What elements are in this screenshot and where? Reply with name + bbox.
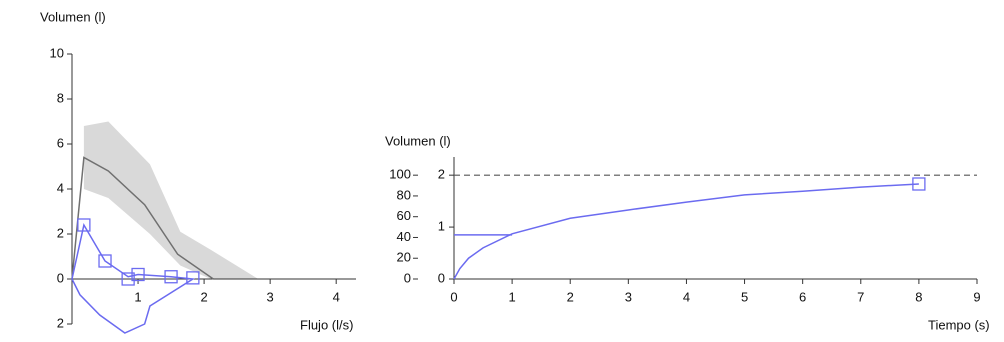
x-tick-label: 1 bbox=[508, 289, 515, 304]
x-tick-label: 7 bbox=[857, 289, 864, 304]
x-axis-label: Tiempo (s) bbox=[928, 317, 990, 332]
y-tick-label: 1 bbox=[438, 219, 445, 234]
y-tick-label: 0 bbox=[57, 270, 64, 285]
data-marker bbox=[186, 271, 200, 285]
data-marker bbox=[164, 270, 178, 284]
x-tick-label: 4 bbox=[683, 289, 690, 304]
y2-tick-label: 60 bbox=[397, 208, 411, 223]
data-marker bbox=[131, 267, 145, 282]
x-tick-label: 5 bbox=[741, 289, 748, 304]
x-tick-label: 1 bbox=[134, 289, 141, 304]
data-marker bbox=[121, 272, 135, 286]
y-tick-label: 2 bbox=[57, 315, 64, 330]
x-tick-label: 3 bbox=[267, 289, 274, 304]
chart-title: Volumen (l) bbox=[385, 133, 451, 148]
reference-band bbox=[83, 121, 259, 279]
x-tick-label: 9 bbox=[973, 289, 980, 304]
y-tick-label: 10 bbox=[50, 45, 64, 60]
x-tick-label: 8 bbox=[915, 289, 922, 304]
x-axis-label: Flujo (l/s) bbox=[300, 317, 353, 332]
data-line bbox=[71, 222, 196, 334]
y2-tick-label: 0 bbox=[404, 270, 411, 285]
y-tick-label: 2 bbox=[438, 167, 445, 182]
data-marker bbox=[77, 218, 91, 232]
data-marker bbox=[98, 254, 112, 268]
x-tick-label: 6 bbox=[799, 289, 806, 304]
y2-tick-label: 20 bbox=[397, 250, 411, 265]
y-tick-label: 2 bbox=[57, 225, 64, 240]
data-line bbox=[453, 183, 919, 280]
y2-tick-label: 100 bbox=[389, 167, 411, 182]
y-tick-label: 6 bbox=[57, 135, 64, 150]
y2-tick-label: 40 bbox=[397, 229, 411, 244]
data-line bbox=[71, 156, 214, 280]
x-tick-label: 3 bbox=[625, 289, 632, 304]
x-tick-label: 2 bbox=[567, 289, 574, 304]
chart-title: Volumen (l) bbox=[40, 9, 106, 24]
x-tick-label: 0 bbox=[450, 289, 457, 304]
y-tick-label: 8 bbox=[57, 90, 64, 105]
y2-tick-label: 80 bbox=[397, 187, 411, 202]
y-tick-label: 0 bbox=[438, 270, 445, 285]
data-marker bbox=[912, 177, 926, 191]
y-tick-label: 4 bbox=[57, 180, 64, 195]
x-tick-label: 2 bbox=[200, 289, 207, 304]
x-tick-label: 4 bbox=[333, 289, 340, 304]
